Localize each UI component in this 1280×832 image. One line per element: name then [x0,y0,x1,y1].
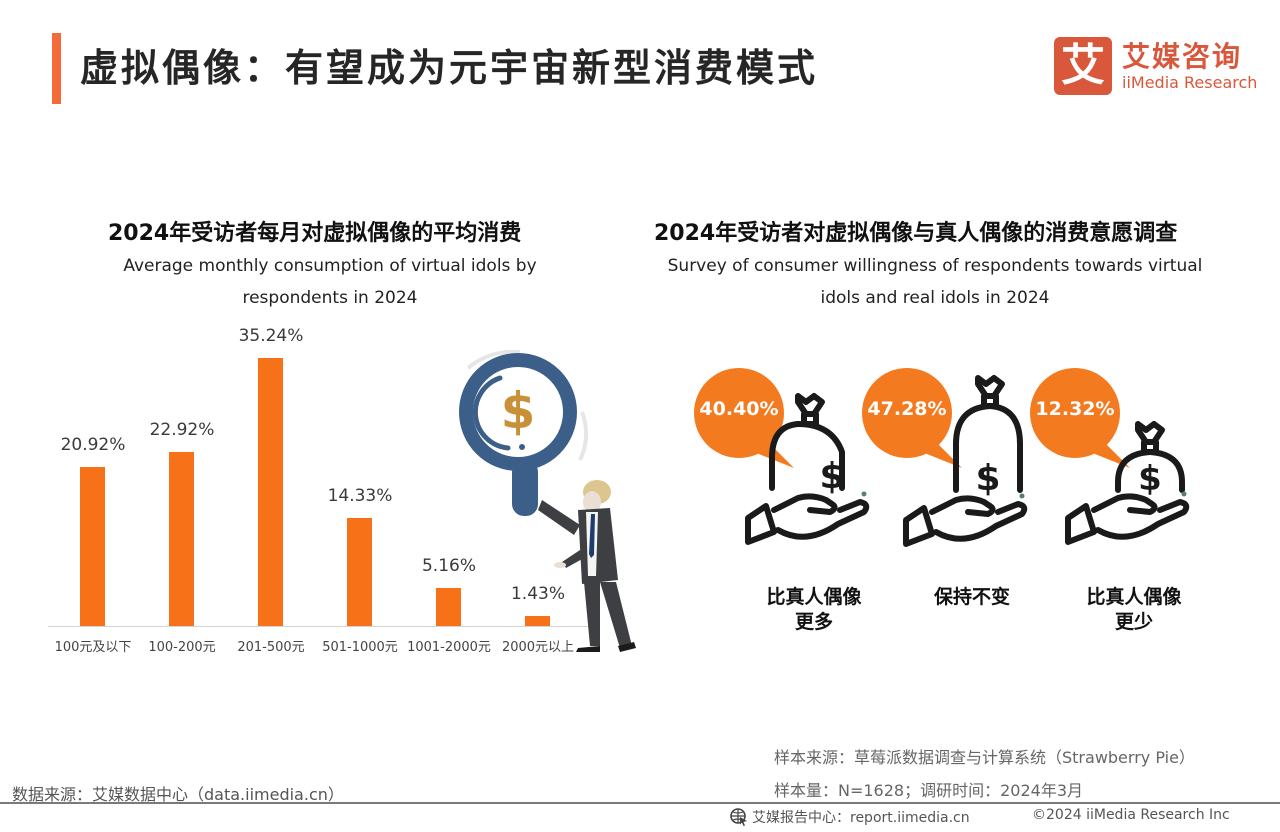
bar-201-500 [258,358,283,626]
footer-divider [0,802,1280,804]
option-label-less: 比真人偶像 更少 [1086,586,1182,633]
svg-text:$: $ [1138,459,1162,499]
option-label-more: 比真人偶像 更多 [766,586,862,633]
sample-source: 样本来源：草莓派数据调查与计算系统（Strawberry Pie） [774,748,1195,767]
left-chart-subtitle: Average monthly consumption of virtual i… [123,256,537,308]
svg-text:$: $ [975,458,1000,499]
bar-value-label: 5.16% [421,556,476,576]
category-label: 1001-2000元 [407,640,491,655]
money-bag-hand-icon: $ [745,393,870,545]
category-label: 100元及以下 [54,640,132,655]
iimedia-logo: 艾 艾媒咨询 iiMedia Research [1054,37,1264,95]
svg-text:$: $ [501,382,536,440]
copyright: ©2024 iiMedia Research Inc [1032,807,1230,823]
bar-2000-and-above [525,616,550,626]
magnifying-glass-dollar-icon: $ [459,349,636,652]
money-bag-hand-icon: $ [903,375,1028,547]
speech-bubble-icon [862,368,962,468]
bar-1001-2000 [436,588,461,626]
bar-chart: 20.92% 100元及以下 22.92% 100-200元 35.24% 20… [48,320,588,660]
left-chart-title: 2024年受访者每月对虚拟偶像的平均消费 [108,221,522,246]
sample-info: 样本量：N=1628；调研时间：2024年3月 [774,781,1083,800]
globe-cursor-icon [730,808,747,826]
bar-value-label: 1.43% [510,584,565,604]
category-label: 100-200元 [148,640,216,655]
bar-value-label: 22.92% [149,420,215,440]
category-label: 2000元以上 [501,640,575,655]
svg-text:$: $ [819,456,844,497]
percentage-bubble-more: 40.40% [694,368,794,468]
bar-value-label: 14.33% [327,486,393,506]
logo-name-en: iiMedia Research [1122,73,1258,92]
bar-501-1000 [347,518,372,626]
magnifier-businessman-illustration: $ [450,349,640,660]
logo-name-cn: 艾媒咨询 [1122,40,1243,73]
bar-100-and-below [80,467,105,626]
category-label: 501-1000元 [322,640,398,655]
logo-icon: 艾 [1054,37,1112,95]
right-chart-subtitle: Survey of consumer willingness of respon… [667,256,1203,308]
money-bag-hand-icon: $ [1065,421,1190,545]
percentage-bubble-less: 12.32% [1030,368,1130,468]
bar-value-label: 20.92% [60,435,126,455]
report-center-link[interactable]: 艾媒报告中心：report.iimedia.cn [730,807,970,827]
option-label-same: 保持不变 [933,586,1010,608]
right-chart-title: 2024年受访者对虚拟偶像与真人偶像的消费意愿调查 [654,221,1178,246]
x-axis-line [48,626,588,627]
data-source: 数据来源：艾媒数据中心（data.iimedia.cn） [12,785,344,804]
page-title: 虚拟偶像：有望成为元宇宙新型消费模式 [80,46,819,90]
category-label: 201-500元 [237,640,305,655]
speech-bubble-icon [1030,368,1130,468]
bar-100-200 [169,452,194,626]
bar-value-label: 35.24% [238,326,304,346]
title-accent-bar [52,33,61,104]
percentage-bubble-same: 47.28% [862,368,962,468]
